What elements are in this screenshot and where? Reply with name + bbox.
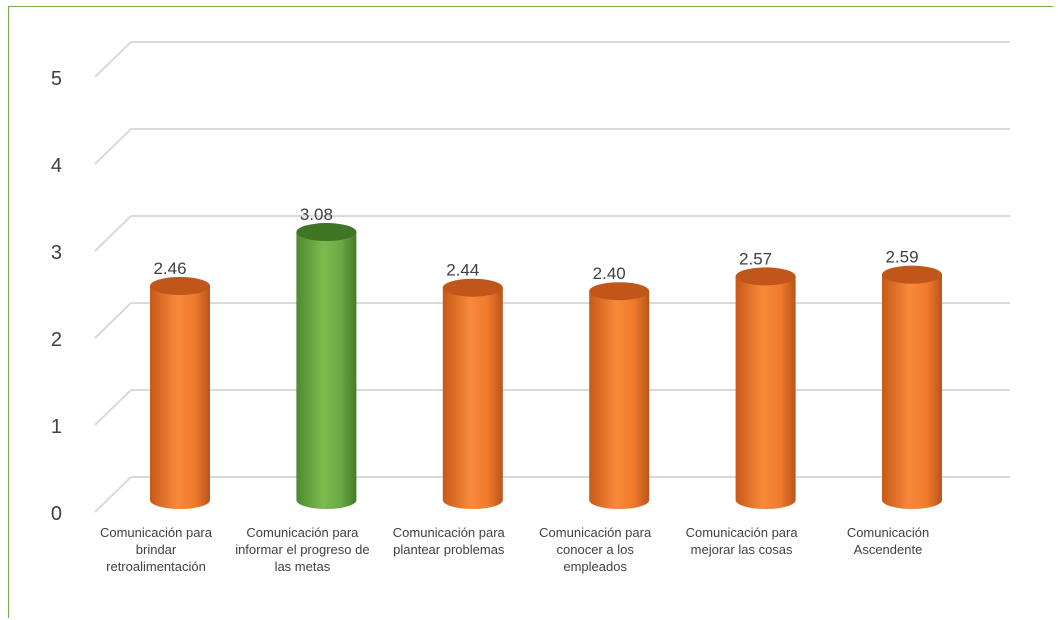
x-category-label: Comunicación para informar el progreso d…: [235, 525, 370, 574]
gridline-side: [94, 302, 132, 339]
bar: [735, 267, 796, 509]
y-axis-ticks: 0 1 2 3 4 5: [51, 68, 62, 525]
gridline-side: [94, 476, 132, 513]
y-tick-label: 4: [51, 155, 62, 177]
data-label: 2.44: [446, 261, 479, 280]
gridlines: [94, 41, 1010, 513]
x-category-label: Comunicación para mejorar las cosas: [685, 525, 798, 557]
bar: [882, 265, 942, 509]
bar: [442, 278, 503, 509]
bars: [150, 223, 942, 510]
gridline-side: [94, 215, 132, 252]
data-label: 2.59: [885, 248, 918, 267]
chart-frame: [8, 6, 1053, 618]
data-labels: 2.46 3.08 2.44 2.40 2.57 2.59: [153, 205, 918, 283]
gridline-side: [94, 389, 132, 426]
y-tick-label: 1: [51, 416, 62, 438]
y-tick-label: 5: [51, 68, 62, 90]
bar-body: [150, 285, 210, 509]
y-tick-label: 0: [51, 503, 62, 525]
data-label: 2.57: [739, 249, 772, 268]
gridline-side: [94, 128, 132, 165]
bar-body: [296, 232, 357, 510]
bar-body: [442, 287, 503, 509]
bar-body: [735, 276, 796, 509]
bar-top: [296, 223, 357, 242]
bar-top: [442, 278, 503, 297]
bar-top: [735, 267, 796, 286]
bar: [296, 223, 357, 510]
bar-top: [150, 276, 210, 295]
x-category-label: Comunicación para plantear problemas: [392, 525, 505, 557]
x-category-label: Comunicación Ascendente: [846, 525, 930, 557]
bar: [589, 282, 650, 509]
x-category-label: Comunicación para conocer a los empleado…: [539, 525, 652, 574]
bar-body: [882, 274, 942, 509]
x-category-label: Comunicación para brindar retroalimentac…: [99, 525, 212, 574]
gridline-side: [94, 41, 132, 78]
y-tick-label: 2: [51, 329, 62, 351]
bar-top: [589, 282, 650, 301]
bar-body: [589, 291, 650, 509]
y-tick-label: 3: [51, 242, 62, 264]
data-label: 2.40: [593, 264, 626, 283]
bar: [150, 276, 210, 509]
data-label: 2.46: [153, 259, 186, 278]
data-label: 3.08: [300, 205, 333, 224]
bar-top: [882, 265, 942, 284]
